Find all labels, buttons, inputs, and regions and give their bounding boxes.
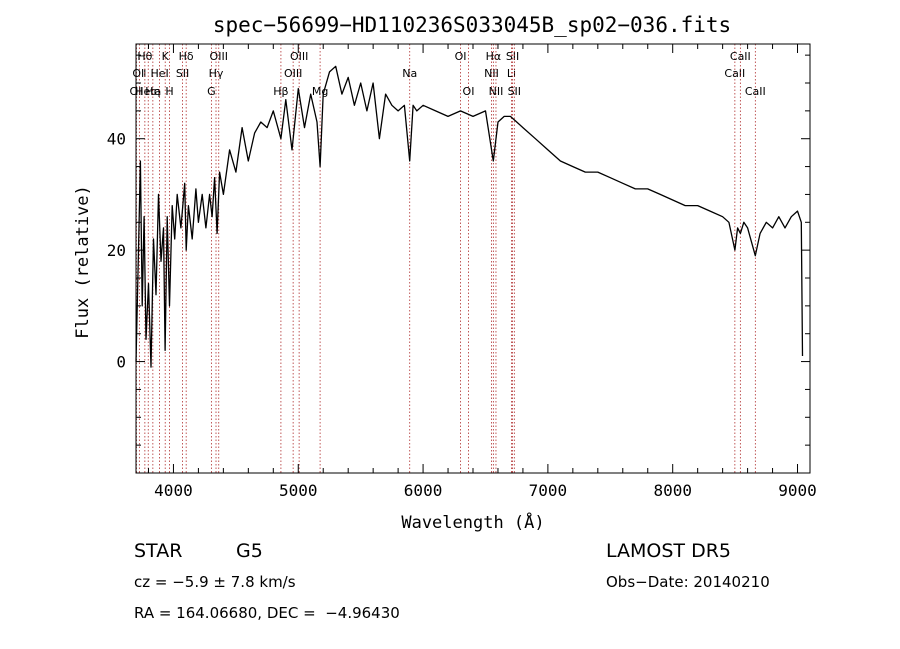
spectral-line-label: Hα (486, 50, 502, 63)
x-tick-label: 5000 (279, 481, 318, 500)
spectral-line-label: Hβ (273, 85, 288, 98)
y-tick-label: 40 (107, 130, 126, 149)
spectral-line-label: OIII (284, 67, 302, 80)
spectral-line-label: SII (176, 67, 189, 80)
spectral-line-label: Hθ (137, 50, 152, 63)
spectral-line-label: G (207, 85, 216, 98)
spectral-line-label: SII (506, 50, 519, 63)
x-tick-label: 9000 (778, 481, 817, 500)
plot-frame (135, 43, 811, 474)
object-class: STAR (134, 540, 183, 562)
redshift-readout: cz = −5.9 ± 7.8 km/s (134, 573, 296, 591)
spectral-line-label: CaII (730, 50, 751, 63)
spectral-line-label: CaII (745, 85, 766, 98)
spectral-line-label: OIII (290, 50, 308, 63)
y-tick-label: 0 (116, 353, 126, 372)
spectral-line-label: Hγ (209, 67, 224, 80)
x-tick-label: 4000 (154, 481, 193, 500)
spectral-line-label: Na (402, 67, 417, 80)
spectral-line-label: Hη (145, 85, 160, 98)
spectral-line-label: NII (484, 67, 499, 80)
x-axis-label: Wavelength (Å) (401, 511, 544, 533)
spectral-line-label: H (165, 85, 173, 98)
spectral-line-label: OI (463, 85, 475, 98)
spectral-line-label: Hδ (179, 50, 194, 63)
subclass: G5 (236, 540, 263, 562)
spectral-line-label: SII (508, 85, 521, 98)
coordinates: RA = 164.06680, DEC = −4.96430 (134, 604, 400, 622)
spectral-line-label: Li (507, 67, 516, 80)
spectral-line-label: OIII (210, 50, 228, 63)
spectral-line-label: K (162, 50, 170, 63)
obs-date: Obs−Date: 20140210 (606, 573, 770, 591)
y-tick-label: 20 (107, 241, 126, 260)
spectral-line-label: NII (489, 85, 504, 98)
x-tick-label: 6000 (404, 481, 443, 500)
spectral-line-label: HeI (150, 67, 168, 80)
survey-name: LAMOST DR5 (606, 540, 731, 562)
spectral-line-label: OI (455, 50, 467, 63)
x-tick-label: 7000 (529, 481, 568, 500)
spectrum-line (135, 65, 804, 368)
spectral-line-label: CaII (724, 67, 745, 80)
chart-title: spec−56699−HD110236S033045B_sp02−036.fit… (213, 13, 731, 37)
x-tick-label: 8000 (653, 481, 692, 500)
y-axis-label: Flux (relative) (73, 185, 93, 339)
spectral-line-label: Heta (135, 85, 161, 98)
spectral-line-label: OⅡ (132, 67, 146, 80)
